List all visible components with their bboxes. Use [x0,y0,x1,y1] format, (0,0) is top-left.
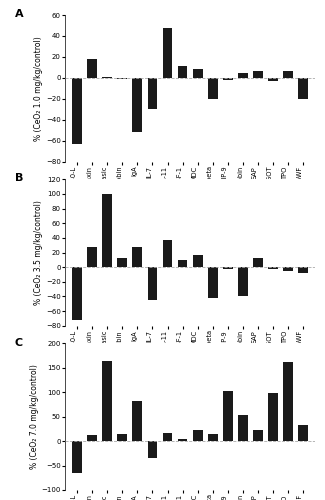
Bar [238,72,248,78]
Bar [253,258,263,267]
Bar [193,430,202,441]
Bar [253,430,263,441]
Bar [133,78,142,132]
Bar [208,434,218,441]
Bar [148,78,157,109]
Y-axis label: % (CeO₂ 3.5 mg/kg/control): % (CeO₂ 3.5 mg/kg/control) [34,200,43,305]
Bar [162,28,172,78]
Bar [162,240,172,267]
Bar [87,436,97,441]
Bar [102,77,112,78]
Bar [268,267,278,270]
Bar [178,260,188,267]
Bar [117,78,127,79]
Bar [72,441,82,473]
Bar [148,267,157,300]
Y-axis label: % (CeO₂ 7.0 mg/kg/control): % (CeO₂ 7.0 mg/kg/control) [30,364,39,469]
Y-axis label: % (CeO₂ 1.0 mg/kg/control): % (CeO₂ 1.0 mg/kg/control) [34,36,43,140]
Bar [268,393,278,441]
Bar [72,78,82,144]
Bar [133,246,142,267]
Bar [102,194,112,267]
Bar [298,267,308,273]
Bar [238,267,248,296]
Bar [253,70,263,78]
Bar [283,267,293,271]
Bar [162,433,172,441]
Bar [283,362,293,441]
Bar [238,415,248,441]
Bar [298,426,308,441]
Bar [193,70,202,78]
Bar [298,78,308,99]
Bar [283,70,293,78]
Bar [268,78,278,81]
Bar [223,78,233,80]
Text: C: C [15,338,23,347]
Bar [208,78,218,99]
Bar [193,256,202,267]
Bar [117,258,127,267]
Bar [102,362,112,441]
Bar [117,434,127,441]
Bar [148,441,157,458]
Bar [223,267,233,270]
Bar [208,267,218,298]
Bar [178,439,188,441]
Bar [223,391,233,441]
Text: B: B [15,174,23,184]
Bar [87,59,97,78]
Bar [178,66,188,78]
Text: A: A [15,9,24,19]
Bar [72,267,82,320]
Bar [133,401,142,441]
Bar [87,246,97,267]
